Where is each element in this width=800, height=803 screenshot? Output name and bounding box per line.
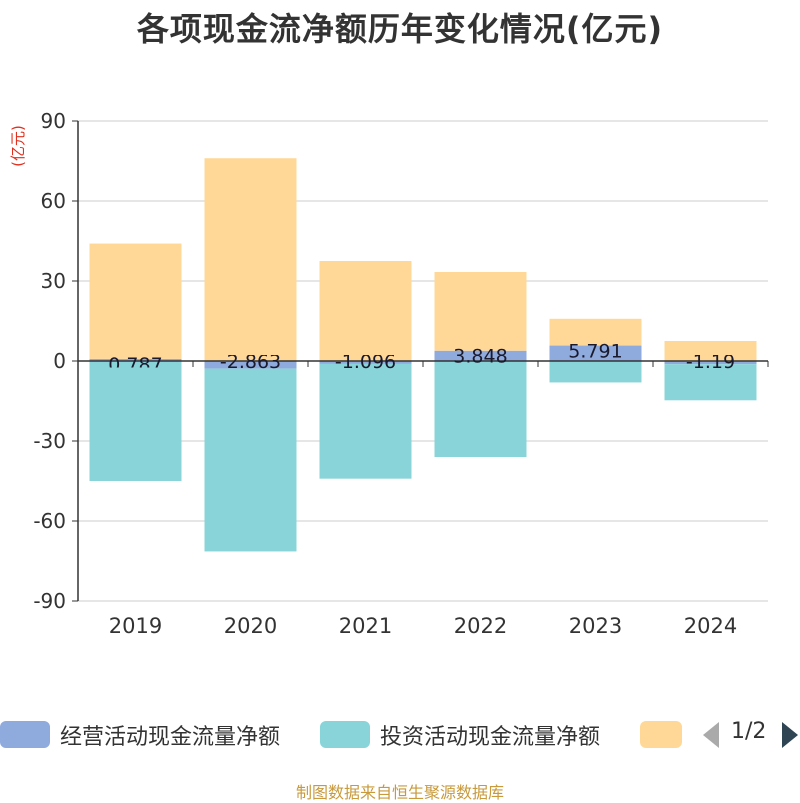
data-label-operating-2024: -1.19: [686, 351, 735, 373]
legend: 经营活动现金流量净额 投资活动现金流量净额 1/2: [0, 714, 800, 754]
legend-swatch-operating: [0, 721, 50, 748]
legend-page-indicator: 1/2: [731, 719, 767, 744]
data-label-operating-2022: 3.848: [453, 346, 507, 368]
y-tick-label-0: 90: [41, 109, 66, 133]
axes: 90 60 30 0 -30 -60 -90 2019 2020 2021 2022 2023 2024: [33, 109, 769, 638]
legend-swatch-third: [640, 721, 682, 748]
x-tick-label-2020: 2020: [224, 614, 277, 638]
bar-s0-2020: [204, 361, 297, 369]
x-tick-label-2024: 2024: [684, 614, 737, 638]
source-note: 制图数据来自恒生聚源数据库: [295, 783, 504, 802]
y-axis-unit-label: (亿元): [9, 125, 27, 167]
bar-overlay-investing-2022: [434, 367, 527, 457]
legend-label-investing: 投资活动现金流量净额: [380, 725, 601, 750]
y-tick-label-2: 30: [41, 269, 66, 293]
bar-s0-2019: [89, 358, 182, 361]
bars: [89, 158, 757, 552]
bar-s0-2022: [434, 350, 527, 361]
bar-overlay-third-2021: [319, 261, 412, 355]
bar-s0-2023: [549, 345, 642, 361]
legend-prev-page-icon[interactable]: [703, 722, 719, 748]
bar-s0-2021: [319, 361, 412, 364]
y-tick-label-4: -30: [33, 429, 66, 453]
y-tick-label-5: -60: [33, 509, 66, 533]
legend-label-operating: 经营活动现金流量净额: [60, 725, 281, 750]
bar-overlay-investing-2024: [664, 370, 757, 401]
y-tick-label-6: -90: [33, 589, 66, 613]
y-tick-label-1: 60: [41, 189, 66, 213]
bar-overlay-third-2022: [434, 272, 527, 345]
x-tick-label-2022: 2022: [454, 614, 507, 638]
chart-plot: (亿元) 90 60 30 0 -30 -60 -90 2019 2020 2021 2022 202…: [9, 109, 769, 638]
data-labels: 0.787 -2.863 -1.096 3.848 5.791 -1.19: [89, 158, 757, 552]
bar-overlay-third-2024: [664, 341, 757, 355]
bar-overlay-third-2019: [89, 243, 182, 353]
x-tick-label-2023: 2023: [569, 614, 622, 638]
x-tick-label-2021: 2021: [339, 614, 392, 638]
x-tick-label-2019: 2019: [109, 614, 162, 638]
legend-next-page-icon[interactable]: [782, 722, 798, 748]
bar-overlay-third-2023: [549, 318, 642, 340]
y-tick-label-3: 0: [53, 349, 66, 373]
data-label-operating-2020: -2.863: [220, 351, 281, 373]
gridlines: [78, 120, 768, 602]
legend-swatch-investing: [320, 721, 370, 748]
bar-overlay-investing-2023: [549, 367, 642, 383]
bar-s0-2024: [664, 361, 757, 365]
bar-overlay-third-2020: [204, 158, 297, 355]
data-label-operating-2021: -1.096: [335, 351, 396, 373]
bar-overlay-investing-2019: [89, 367, 182, 481]
data-label-operating-2023: 5.791: [568, 341, 622, 363]
bar-overlay-investing-2020: [204, 375, 297, 552]
bar-overlay-investing-2021: [319, 370, 412, 479]
chart-title: 各项现金流净额历年变化情况(亿元): [136, 10, 664, 48]
